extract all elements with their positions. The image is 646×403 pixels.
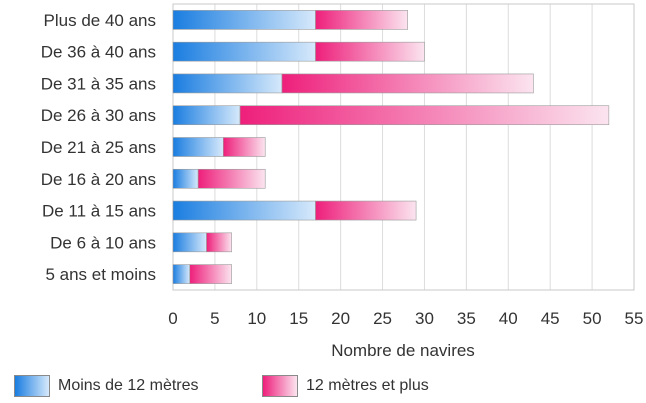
category-label-8: 5 ans et moins [45, 265, 156, 284]
category-label-5: De 16 à 20 ans [41, 170, 156, 189]
bar-series-1-2 [172, 73, 283, 94]
category-label-2: De 31 à 35 ans [41, 74, 156, 93]
x-tick-label-10: 50 [583, 309, 602, 328]
legend-swatch-pink [262, 375, 298, 397]
x-tick-label-8: 40 [499, 309, 518, 328]
bar-chart: Plus de 40 ans De 36 à 40 ans De 31 à 35 a… [41, 3, 643, 360]
bar-series-1-7 [172, 232, 207, 253]
bar-series-2-4 [222, 137, 266, 157]
bar-series-1-1 [172, 41, 316, 62]
x-tick-label-1: 5 [210, 309, 219, 328]
category-label-6: De 11 à 15 ans [42, 202, 156, 221]
x-tick-label-6: 30 [415, 309, 434, 328]
legend: Moins de 12 mètres 12 mètres et plus [0, 373, 646, 399]
category-label-7: De 6 à 10 ans [50, 233, 156, 252]
bar-series-1-4 [172, 137, 224, 157]
category-labels: Plus de 40 ans De 36 à 40 ans De 31 à 35 a… [41, 11, 156, 284]
bars [172, 10, 610, 284]
x-tick-label-3: 15 [289, 309, 308, 328]
bar-series-2-8 [189, 264, 232, 284]
x-tick-label-4: 20 [331, 309, 350, 328]
x-tick-labels: 0 5 10 15 20 25 30 35 40 45 50 55 [168, 309, 643, 328]
bar-series-1-3 [172, 105, 241, 126]
x-axis-label: Nombre de navires [331, 341, 475, 360]
x-tick-label-2: 10 [247, 309, 266, 328]
legend-swatch-blue [14, 375, 50, 397]
bar-series-2-3 [239, 105, 610, 126]
legend-label-series-1: Moins de 12 mètres [58, 377, 199, 394]
bar-series-2-5 [197, 168, 266, 189]
legend-item-series-2: 12 mètres et plus [262, 373, 429, 399]
category-label-4: De 21 à 25 ans [41, 138, 156, 157]
x-tick-label-0: 0 [168, 309, 177, 328]
bar-series-2-1 [315, 41, 425, 62]
bar-series-1-5 [172, 168, 199, 189]
bar-series-2-2 [281, 73, 534, 94]
legend-label-series-2: 12 mètres et plus [306, 377, 429, 394]
bar-series-2-7 [206, 232, 232, 253]
x-tick-label-9: 45 [541, 309, 560, 328]
bar-series-1-8 [172, 264, 191, 284]
x-tick-label-7: 35 [457, 309, 476, 328]
x-tick-label-5: 25 [373, 309, 392, 328]
bar-series-2-0 [315, 10, 408, 30]
bar-series-1-0 [172, 10, 316, 30]
category-label-0: Plus de 40 ans [44, 11, 156, 30]
legend-item-series-1: Moins de 12 mètres [14, 373, 199, 399]
bar-series-2-6 [315, 200, 417, 221]
bar-series-1-6 [172, 200, 316, 221]
x-tick-label-11: 55 [625, 309, 644, 328]
category-label-3: De 26 à 30 ans [41, 106, 156, 125]
category-label-1: De 36 à 40 ans [41, 43, 156, 62]
